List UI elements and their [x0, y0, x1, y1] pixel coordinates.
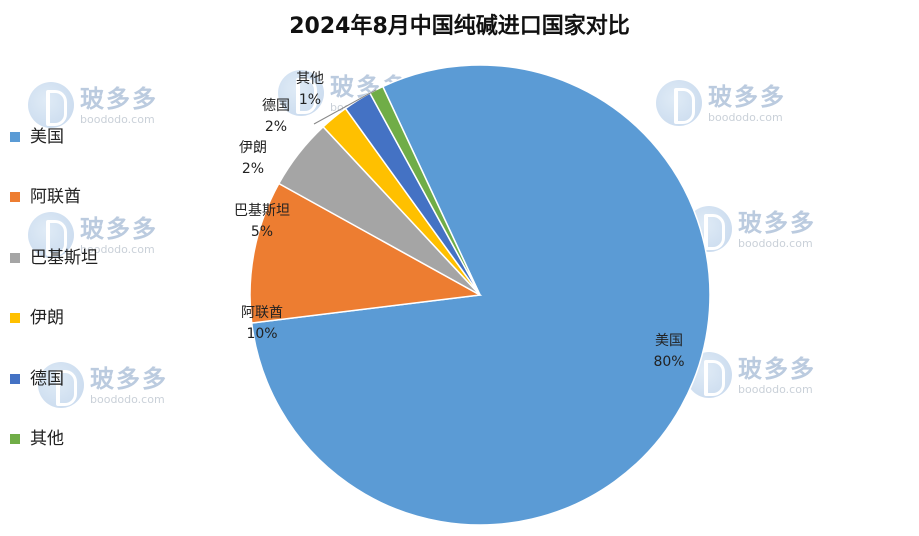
- slice-percent-label: 2%: [242, 161, 264, 177]
- legend-item: 其他: [10, 428, 160, 488]
- legend-item: 美国: [10, 126, 160, 186]
- slice-category-label: 阿联酋: [241, 304, 283, 321]
- legend-swatch: [10, 132, 20, 142]
- slice-category-label: 伊朗: [239, 140, 267, 156]
- legend-item: 伊朗: [10, 307, 160, 367]
- slice-category-label: 德国: [262, 98, 290, 114]
- slice-percent-label: 10%: [246, 326, 277, 342]
- legend-swatch: [10, 373, 20, 384]
- legend-swatch: [10, 252, 20, 263]
- legend-label: 巴基斯坦: [30, 247, 98, 268]
- legend-label: 德国: [30, 368, 64, 389]
- legend-label: 伊朗: [30, 308, 64, 329]
- legend: 美国阿联酋巴基斯坦伊朗德国其他: [10, 126, 160, 488]
- slice-percent-label: 1%: [299, 92, 321, 108]
- slice-category-label: 巴基斯坦: [234, 202, 290, 219]
- slice-percent-label: 80%: [653, 354, 684, 370]
- slice-category-label: 美国: [655, 333, 683, 349]
- legend-label: 阿联酋: [30, 187, 81, 208]
- chart-title: 2024年8月中国纯碱进口国家对比: [289, 14, 630, 39]
- slice-category-label: 其他: [296, 71, 324, 87]
- pie-slice: [249, 182, 483, 324]
- slice-percent-label: 2%: [265, 119, 287, 135]
- legend-swatch: [10, 313, 20, 324]
- legend-swatch: [10, 433, 20, 444]
- legend-item: 阿联酋: [10, 186, 160, 246]
- legend-label: 其他: [30, 428, 64, 449]
- legend-label: 美国: [30, 127, 64, 147]
- legend-item: 德国: [10, 368, 160, 428]
- slice-percent-label: 5%: [251, 224, 273, 240]
- legend-swatch: [10, 192, 20, 203]
- leader-line: [313, 89, 377, 125]
- legend-item: 巴基斯坦: [10, 247, 160, 307]
